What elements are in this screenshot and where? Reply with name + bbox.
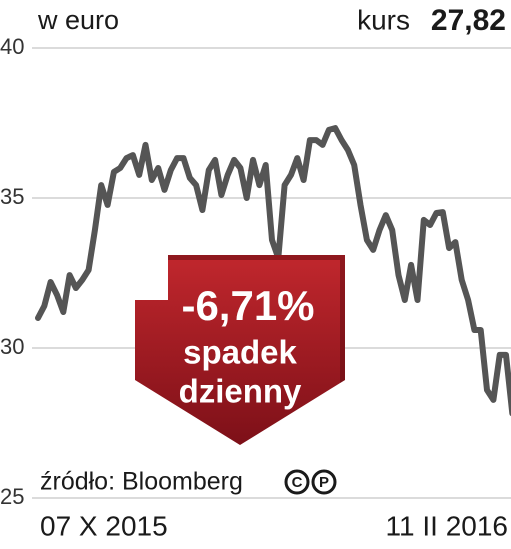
annotation-line2: dzienny xyxy=(179,373,302,410)
logo-letter: P xyxy=(319,474,329,491)
annotation-arrow: -6,71% spadek dzienny xyxy=(135,255,345,445)
x-labels: 07 X 2015 11 II 2016 xyxy=(40,510,508,541)
y-tick-label: 35 xyxy=(0,184,24,209)
subtitle: w euro xyxy=(37,5,119,35)
y-tick-label: 40 xyxy=(0,34,24,59)
y-tick-label: 30 xyxy=(0,334,24,359)
arrow-shape xyxy=(135,255,345,445)
logo-circle xyxy=(311,469,337,495)
y-tick-label: 25 xyxy=(0,484,24,509)
x-tick-label: 07 X 2015 xyxy=(40,510,168,541)
x-tick-label: 11 II 2016 xyxy=(386,510,508,541)
logo-circle xyxy=(284,469,310,495)
plot xyxy=(35,125,511,417)
source: źródło: Bloomberg xyxy=(40,468,243,496)
price-value: 27,82 xyxy=(431,4,506,37)
annotation-change: -6,71% xyxy=(181,282,314,329)
price-line xyxy=(35,125,511,417)
annotation-line1: spadek xyxy=(183,334,297,371)
price-label: kurs xyxy=(357,4,410,35)
logo-letter: C xyxy=(292,474,303,491)
